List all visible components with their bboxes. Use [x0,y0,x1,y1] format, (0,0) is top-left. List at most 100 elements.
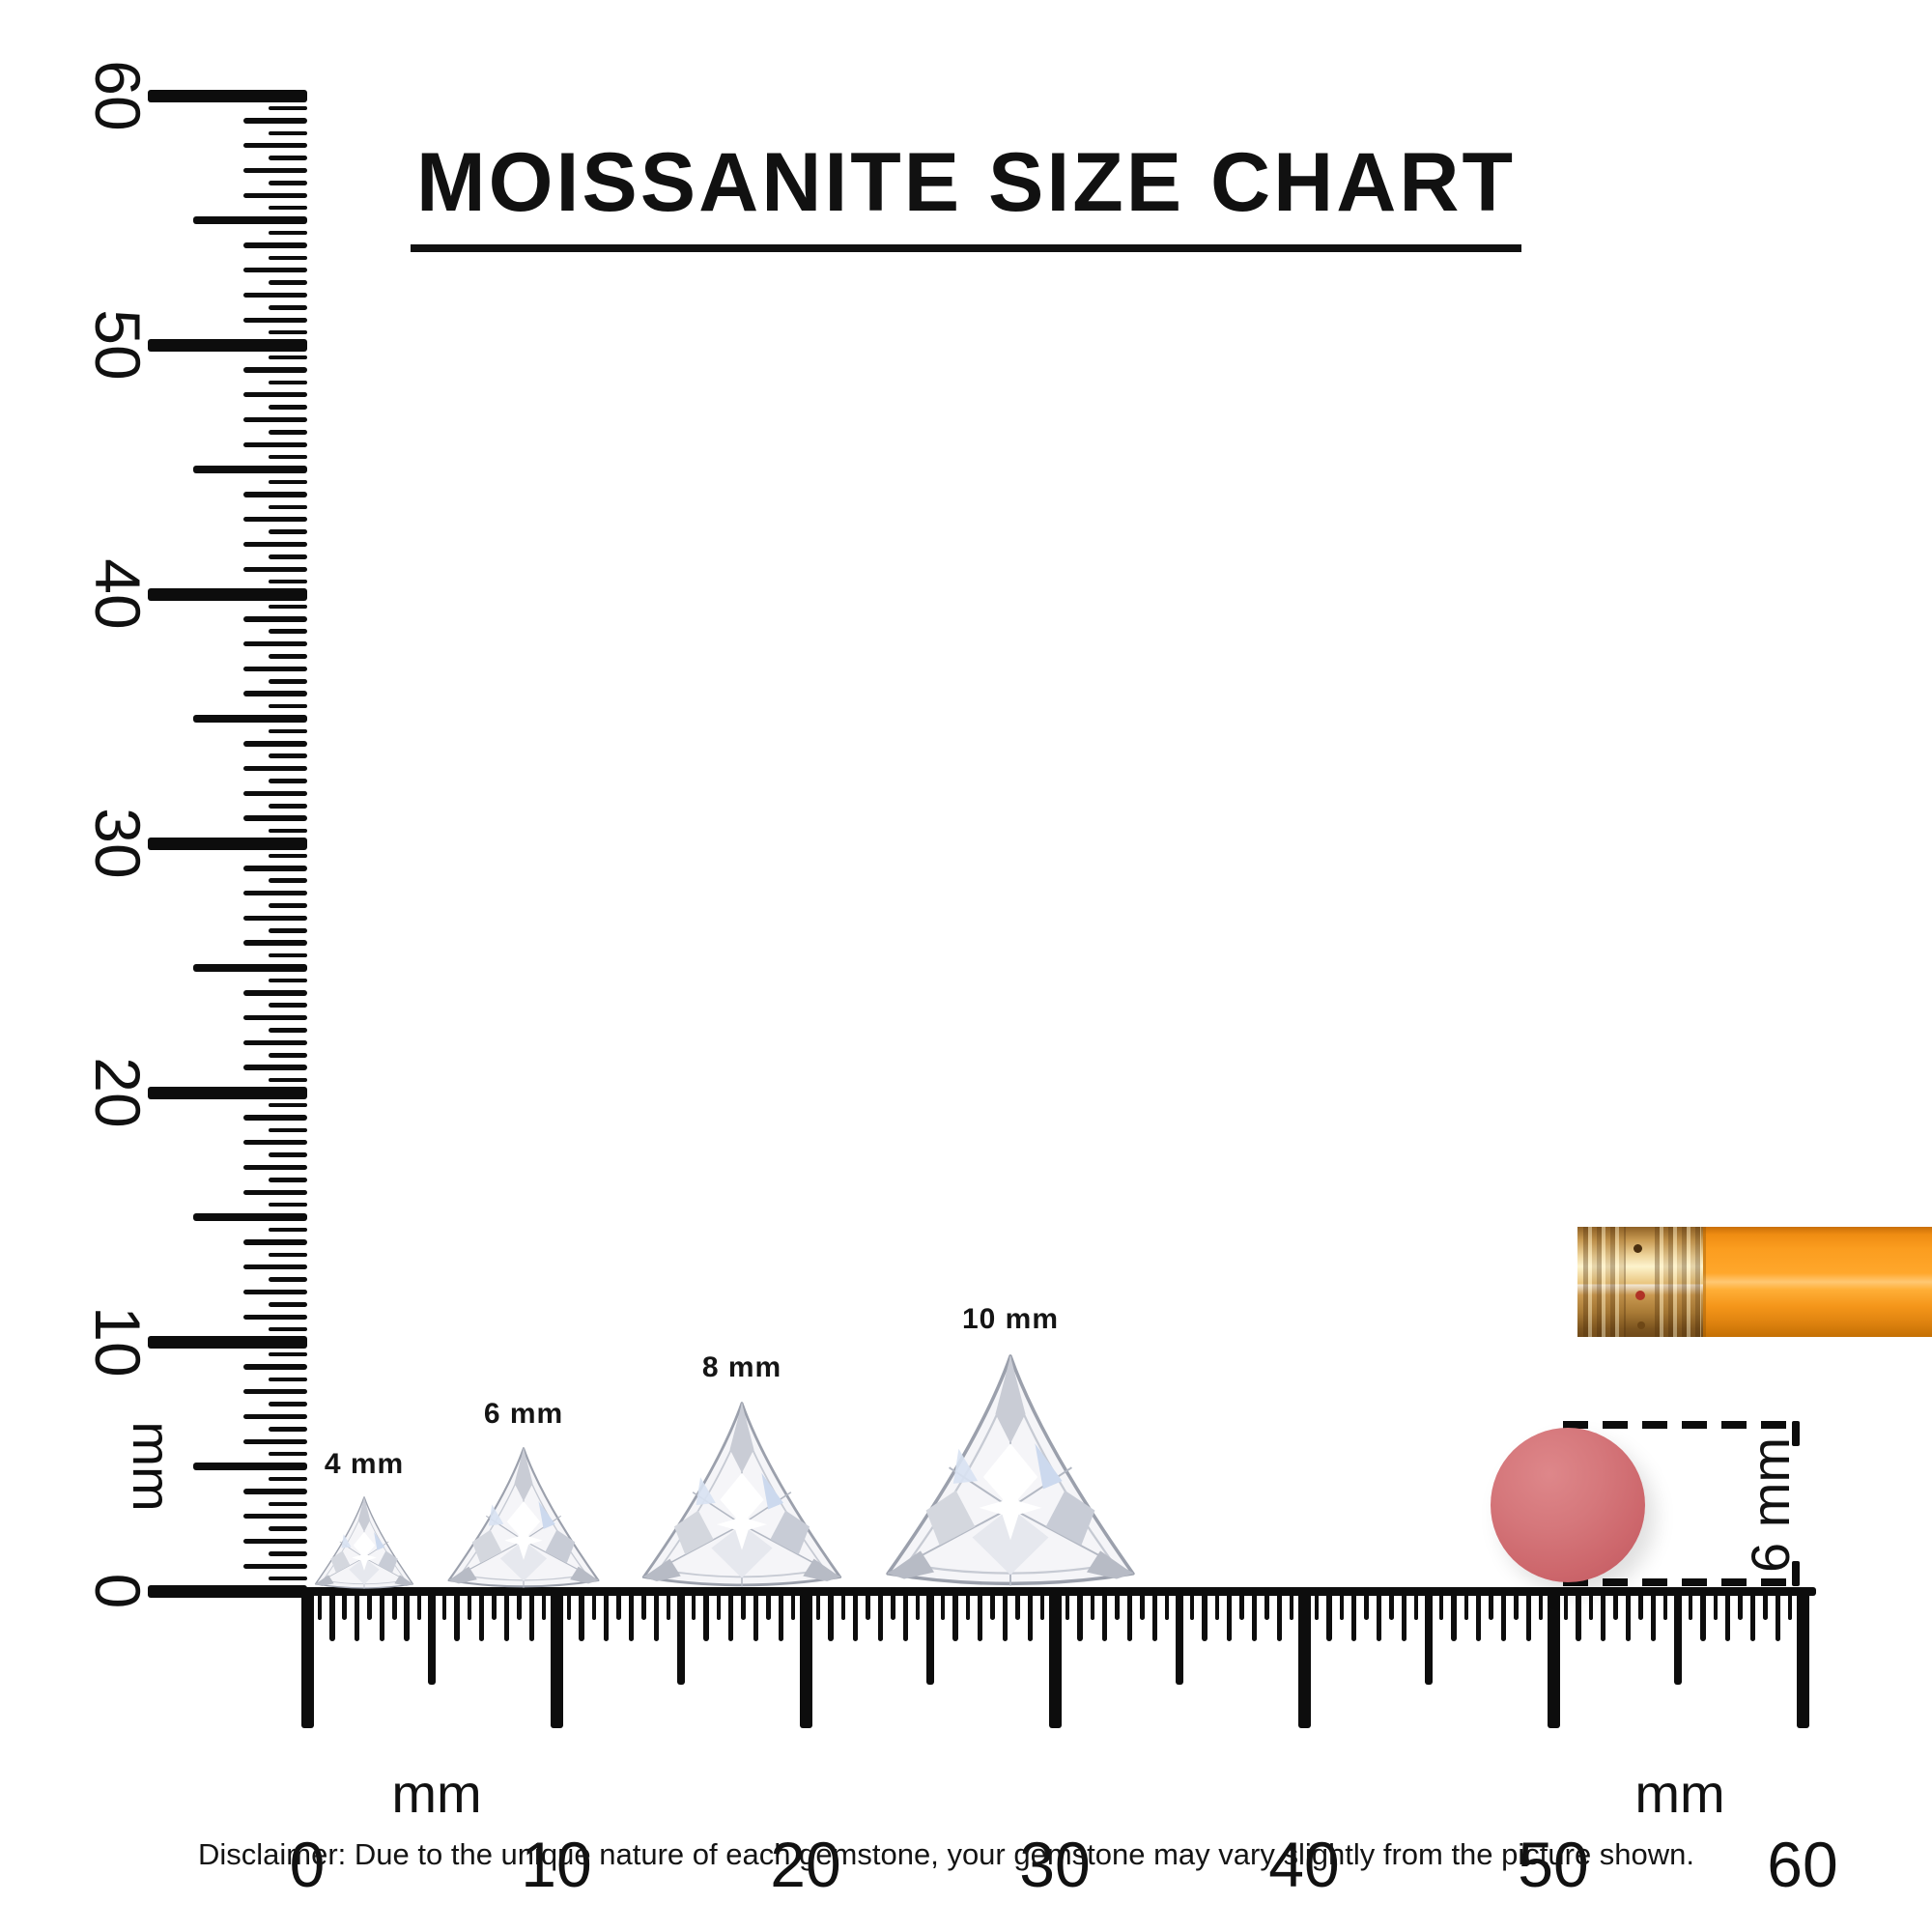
horizontal-ruler-tick [778,1588,783,1641]
title-block: MOISSANITE SIZE CHART [0,135,1932,252]
horizontal-ruler-tick [1002,1588,1009,1641]
gem-8mm [633,1398,851,1591]
pencil-body [1703,1227,1932,1337]
horizontal-ruler-tick [1763,1588,1768,1620]
vertical-ruler-tick [269,305,307,310]
vertical-ruler-tick [243,1314,307,1320]
horizontal-ruler-tick [428,1588,436,1685]
horizontal-ruler-tick [1077,1588,1083,1641]
horizontal-ruler-tick [528,1588,534,1641]
horizontal-ruler-tick [902,1588,908,1641]
vertical-ruler-tick [148,587,307,601]
horizontal-ruler-number: 30 [1019,1829,1091,1900]
horizontal-ruler-tick [1389,1588,1394,1620]
horizontal-ruler-tick [1625,1588,1632,1641]
horizontal-ruler-tick [416,1588,422,1620]
vertical-ruler-tick [269,753,307,758]
gem-size-label: 4 mm [324,1448,405,1480]
horizontal-ruler-tick [766,1588,771,1620]
vertical-ruler-tick [243,890,307,896]
horizontal-ruler-tick [616,1588,621,1620]
horizontal-ruler-tick [392,1588,397,1620]
vertical-ruler-tick [243,516,307,523]
callout-dash-bottom [1563,1578,1800,1586]
horizontal-ruler-tick [1101,1588,1108,1641]
vertical-ruler-tick [269,255,307,260]
vertical-ruler-tick [269,604,307,610]
horizontal-ruler-tick [1039,1588,1045,1620]
horizontal-ruler-tick [666,1588,671,1620]
horizontal-ruler-tick [915,1588,921,1620]
vertical-ruler-tick [269,804,307,809]
horizontal-ruler-tick [1214,1588,1219,1620]
horizontal-ruler-tick [790,1588,796,1620]
vertical-ruler-tick [269,554,307,559]
horizontal-ruler-tick [1202,1588,1208,1641]
vertical-ruler-tick [243,815,307,821]
vertical-ruler-tick [269,1377,307,1381]
vertical-ruler-tick [243,765,307,772]
vertical-ruler-tick [269,1102,307,1108]
horizontal-ruler-tick [1350,1588,1357,1641]
horizontal-ruler-tick [1738,1588,1743,1620]
horizontal-ruler-tick [1700,1588,1706,1641]
vertical-ruler-tick [243,1139,307,1146]
vertical-ruler-tick [269,1028,307,1033]
vertical-ruler-tick [243,1438,307,1444]
horizontal-ruler-tick [1189,1588,1195,1620]
vertical-ruler-tick [243,492,307,497]
horizontal-ruler-tick [441,1588,447,1620]
horizontal-ruler-tick [503,1588,510,1641]
vertical-ruler-tick [148,1335,307,1349]
horizontal-ruler-tick [541,1588,547,1620]
vertical-ruler-tick [269,205,307,211]
horizontal-ruler-tick [1749,1588,1756,1641]
vertical-ruler-tick [243,541,307,548]
vertical-ruler-tick [243,192,307,198]
vertical-ruler-tick [243,1014,307,1021]
horizontal-ruler-tick [1226,1588,1233,1641]
vertical-ruler-tick [269,380,307,384]
horizontal-ruler-tick [977,1588,983,1641]
vertical-ruler-tick [243,691,307,696]
horizontal-ruler-tick [1775,1588,1780,1641]
vertical-ruler-tick [243,940,307,946]
vertical-ruler-tick [269,529,307,534]
horizontal-ruler-tick [799,1588,812,1728]
vertical-ruler-tick [269,853,307,859]
horizontal-ruler-tick [1650,1588,1656,1641]
horizontal-ruler-tick [1314,1588,1320,1620]
vertical-ruler-tick [243,741,307,747]
horizontal-ruler-tick [1563,1588,1569,1620]
horizontal-ruler-tick [891,1588,895,1620]
vertical-ruler-tick [269,355,307,360]
vertical-ruler-number: 50 [82,309,154,381]
horizontal-ruler-tick [1115,1588,1120,1620]
horizontal-ruler-tick [926,1588,934,1685]
vertical-ruler-number: 30 [82,808,154,879]
vertical-ruler-tick [243,1413,307,1420]
pencil [1520,1227,1932,1337]
vertical-ruler-tick [243,391,307,398]
ferrule-dot [1635,1291,1645,1300]
vertical-ruler-tick [243,1189,307,1195]
vertical-ruler-tick [243,292,307,298]
horizontal-ruler-tick [753,1588,759,1641]
horizontal-ruler-tick [467,1588,471,1620]
vertical-ruler-tick [243,1388,307,1395]
vertical-ruler-tick [269,1427,307,1432]
horizontal-ruler-number: 40 [1268,1829,1340,1900]
horizontal-ruler-tick [1326,1588,1332,1641]
vertical-ruler-tick [148,1086,307,1099]
horizontal-ruler-tick [603,1588,610,1641]
horizontal-ruler-tick [1724,1588,1731,1641]
horizontal-ruler-tick [828,1588,834,1641]
horizontal-ruler-tick [990,1588,995,1620]
vertical-ruler-tick [243,640,307,647]
horizontal-ruler-tick [703,1588,709,1641]
vertical-ruler-tick [269,329,307,335]
vertical-ruler-tick [269,679,307,684]
vertical-ruler-tick [243,990,307,996]
horizontal-ruler-tick [641,1588,646,1620]
